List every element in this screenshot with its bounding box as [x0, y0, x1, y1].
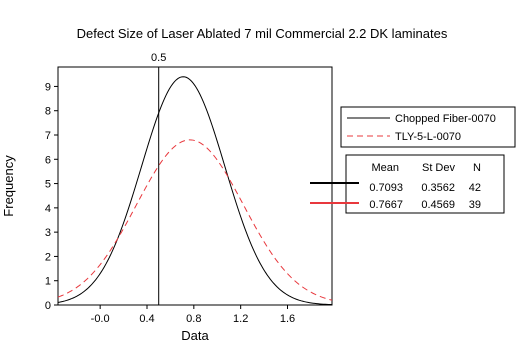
stats-row2-n: 39 [469, 199, 481, 211]
y-tick-label: 1 [45, 276, 51, 288]
series-chopped-fiber-curve [57, 76, 333, 306]
stats-row1-n: 42 [469, 182, 481, 194]
stats-row2-stdev: 0.4569 [421, 199, 455, 211]
y-tick-label: 9 [45, 81, 51, 93]
curves [57, 76, 333, 306]
chart-title: Defect Size of Laser Ablated 7 mil Comme… [77, 26, 448, 41]
x-tick-label: 0.4 [139, 313, 154, 325]
y-tick-label: 4 [45, 203, 51, 215]
stats-header-stdev: St Dev [422, 162, 456, 174]
legend: Chopped Fiber-0070 TLY-5-L-0070 [340, 106, 516, 148]
y-ticks: 0 1 2 3 4 5 6 7 8 9 [45, 81, 58, 312]
legend-label-chopped: Chopped Fiber-0070 [395, 113, 496, 125]
stats-header-mean: Mean [371, 162, 399, 174]
y-tick-label: 7 [45, 130, 51, 142]
stats-row1-mean: 0.7093 [369, 182, 403, 194]
y-tick-label: 5 [45, 179, 51, 191]
plot-frame [57, 66, 333, 306]
x-tick-label: 1.2 [233, 313, 248, 325]
y-tick-label: 3 [45, 227, 51, 239]
stats-row2-mean: 0.7667 [369, 199, 403, 211]
legend-label-tly: TLY-5-L-0070 [395, 131, 461, 143]
x-tick-label: 0.8 [186, 313, 201, 325]
reference-line-label: 0.5 [151, 52, 166, 64]
y-tick-label: 2 [45, 251, 51, 263]
plot-area [57, 66, 333, 306]
x-tick-label: -0.0 [91, 313, 110, 325]
stats-table: Mean St Dev N 0.7093 0.3562 42 0.7667 0.… [310, 154, 505, 214]
legend-frame [340, 106, 516, 148]
y-tick-label: 6 [45, 154, 51, 166]
x-axis-label: Data [181, 328, 209, 343]
stats-header-n: N [473, 162, 481, 174]
x-ticks: -0.0 0.4 0.8 1.2 1.6 [91, 305, 295, 325]
x-tick-label: 1.6 [280, 313, 295, 325]
y-axis-label: Frequency [1, 155, 16, 217]
y-tick-label: 0 [45, 300, 51, 312]
y-tick-label: 8 [45, 106, 51, 118]
stats-row1-stdev: 0.3562 [421, 182, 455, 194]
